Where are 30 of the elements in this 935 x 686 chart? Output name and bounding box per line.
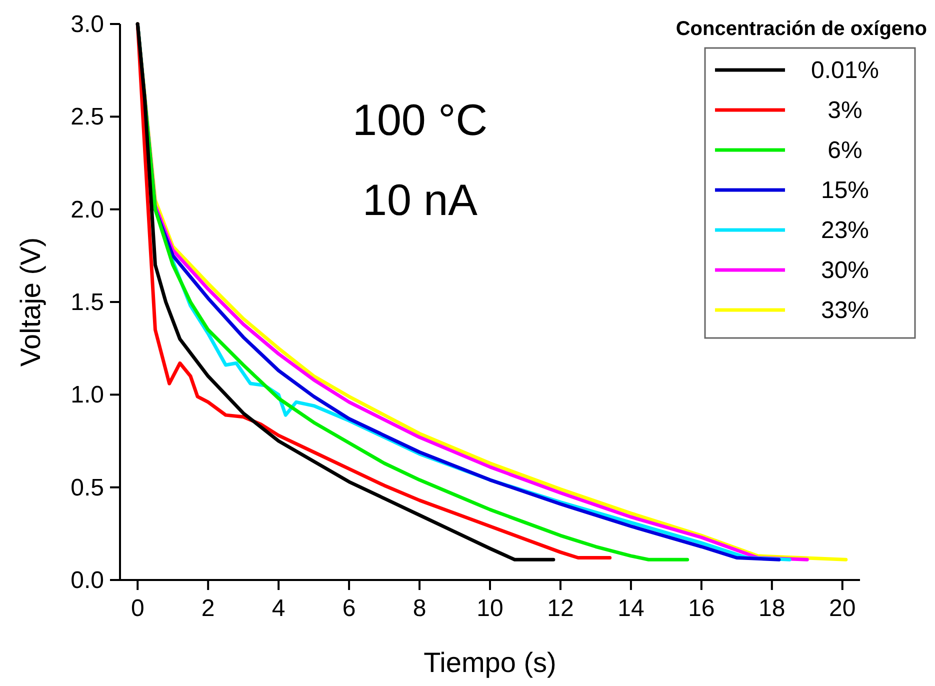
x-tick-label: 16 bbox=[688, 595, 715, 622]
legend-label: 30% bbox=[820, 257, 870, 284]
x-tick-label: 8 bbox=[412, 595, 426, 622]
x-tick-label: 12 bbox=[547, 595, 574, 622]
x-tick-label: 6 bbox=[342, 595, 356, 622]
x-tick-label: 20 bbox=[829, 595, 856, 622]
y-tick-label: 1.5 bbox=[70, 289, 104, 316]
y-tick-label: 3.0 bbox=[70, 11, 104, 38]
legend-label: 33% bbox=[820, 297, 870, 324]
x-tick-label: 18 bbox=[758, 595, 786, 622]
y-axis-title: Voltaje (V) bbox=[15, 237, 46, 367]
x-tick-label: 14 bbox=[618, 595, 644, 622]
legend-label: 15% bbox=[820, 177, 870, 204]
x-tick-label: 0 bbox=[130, 595, 144, 622]
legend-title: Concentración de oxígeno bbox=[676, 18, 927, 40]
legend-label: 6% bbox=[828, 137, 862, 164]
legend-label: 3% bbox=[828, 97, 862, 124]
x-tick-label: 4 bbox=[272, 595, 286, 622]
x-axis-title: Tiempo (s) bbox=[424, 647, 556, 678]
x-tick-label: 10 bbox=[476, 595, 504, 622]
y-tick-label: 1.0 bbox=[70, 382, 104, 409]
x-tick-label: 2 bbox=[201, 595, 215, 622]
y-tick-label: 0.0 bbox=[70, 567, 104, 594]
annotation: 10 nA bbox=[362, 176, 478, 225]
y-tick-label: 2.0 bbox=[70, 196, 104, 224]
y-tick-label: 2.5 bbox=[70, 104, 104, 131]
annotation: 100 °C bbox=[352, 96, 488, 145]
y-tick-label: 0.5 bbox=[70, 474, 104, 502]
legend-label: 0.01% bbox=[810, 57, 880, 84]
legend-label: 23% bbox=[820, 217, 870, 244]
